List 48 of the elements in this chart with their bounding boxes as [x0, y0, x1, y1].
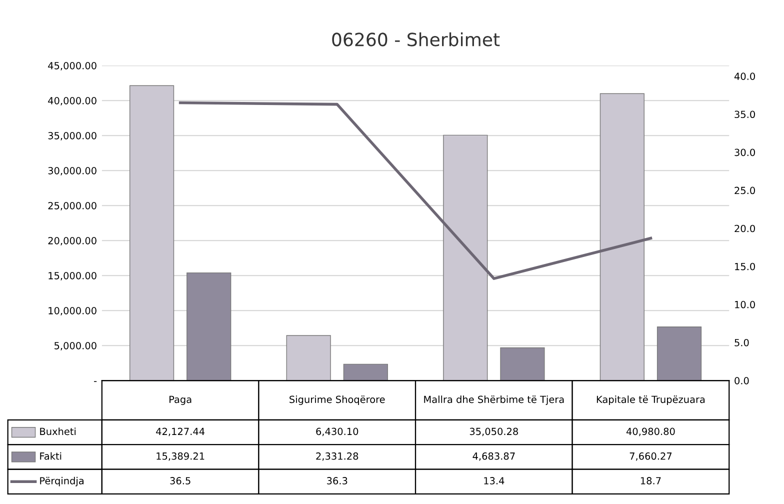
data-label: 2,331.28: [316, 452, 358, 461]
data-label: 13.4: [484, 477, 504, 484]
data-label: 15,389.21: [156, 452, 204, 461]
y-tick-label: 25,000.00: [48, 202, 96, 210]
data-label: 6,430.10: [316, 428, 358, 436]
bar: [656, 326, 702, 381]
data-label: 40,980.80: [626, 428, 675, 436]
y-tick-label: -: [94, 381, 97, 382]
bar: [186, 272, 232, 381]
data-label: 35,050.28: [470, 428, 518, 436]
bar: [286, 335, 331, 381]
y-tick-label: 30,000.00: [48, 167, 96, 176]
x-tick-label: Sigurime Shoqërore: [290, 396, 385, 405]
y-tick-label: 35,000.00: [48, 132, 96, 140]
x-tick-label: Kapitale të Trupëzuara: [596, 396, 705, 405]
y2-tick-label: 25.0: [734, 186, 755, 194]
bar: [343, 364, 388, 381]
bar: [600, 93, 644, 381]
legend-label: Buxheti: [40, 428, 76, 436]
x-tick-label: Paga: [170, 396, 192, 405]
bar: [500, 347, 545, 381]
legend-label: Fakti: [40, 452, 62, 460]
y-tick-label: 40,000.00: [48, 97, 96, 106]
y-tick-label: 45,000.00: [48, 62, 96, 70]
chart-title: 06260 - Sherbimet: [332, 32, 500, 46]
legend-label: Përqindja: [40, 476, 84, 486]
y2-tick-label: 30.0: [734, 148, 755, 156]
bar: [129, 85, 174, 381]
y2-tick-label: 15.0: [735, 262, 755, 270]
data-label: 7,660.27: [630, 452, 672, 461]
data-label: 18.7: [640, 477, 661, 484]
y2-tick-label: 35.0: [734, 110, 755, 118]
bar: [443, 134, 488, 381]
y-tick-label: 20,000.00: [48, 237, 96, 246]
y2-tick-label: 40.0: [734, 72, 755, 80]
data-label: 4,683.87: [472, 452, 515, 461]
y-tick-label: 10,000.00: [48, 307, 96, 316]
y-tick-label: 15,000.00: [48, 272, 96, 280]
y2-tick-label: 10.0: [735, 300, 755, 308]
y2-tick-label: 0.0: [734, 377, 749, 384]
y-tick-label: 5,000.00: [54, 342, 96, 350]
data-label: 36.5: [170, 477, 190, 484]
data-label: 36.3: [327, 477, 348, 484]
y2-tick-label: 5.0: [734, 338, 749, 346]
line-series: [178, 101, 652, 280]
data-label: 42,127.44: [156, 428, 205, 436]
y2-tick-label: 20.0: [734, 224, 755, 232]
x-tick-label: Mallra dhe Shërbime të Tjera: [424, 396, 564, 405]
